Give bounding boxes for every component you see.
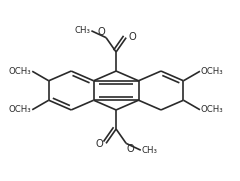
Text: OCH₃: OCH₃ <box>9 67 31 76</box>
Text: O: O <box>97 27 105 37</box>
Text: OCH₃: OCH₃ <box>201 67 223 76</box>
Text: CH₃: CH₃ <box>142 146 158 155</box>
Text: O: O <box>127 144 135 154</box>
Text: CH₃: CH₃ <box>75 26 91 35</box>
Text: OCH₃: OCH₃ <box>9 105 31 114</box>
Text: O: O <box>128 32 136 42</box>
Text: O: O <box>96 139 104 149</box>
Text: OCH₃: OCH₃ <box>201 105 223 114</box>
